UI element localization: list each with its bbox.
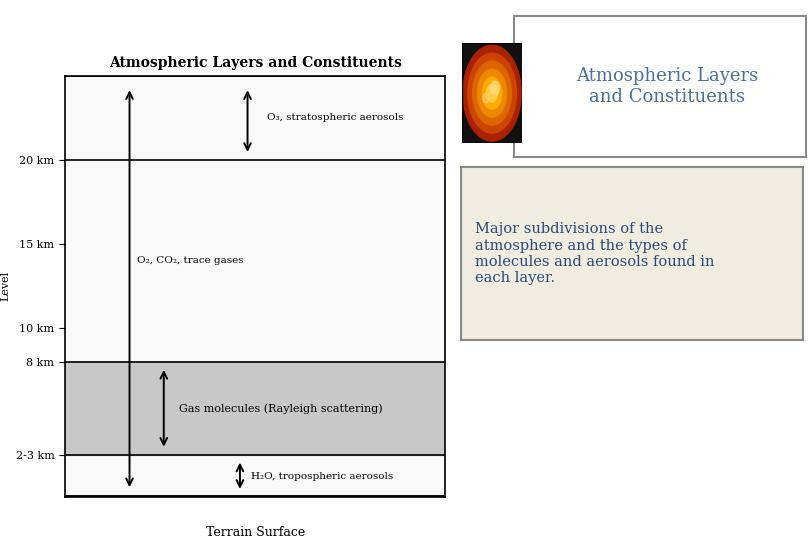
FancyBboxPatch shape — [514, 16, 807, 157]
Circle shape — [463, 45, 521, 141]
FancyBboxPatch shape — [461, 167, 803, 340]
Circle shape — [477, 69, 506, 117]
Text: Gas molecules (Rayleigh scattering): Gas molecules (Rayleigh scattering) — [179, 403, 382, 414]
Text: O₂, CO₂, trace gases: O₂, CO₂, trace gases — [137, 256, 244, 266]
Text: Major subdivisions of the
atmosphere and the types of
molecules and aerosols fou: Major subdivisions of the atmosphere and… — [475, 222, 714, 285]
Text: Terrain Surface: Terrain Surface — [206, 526, 305, 539]
Bar — [65, 362, 446, 455]
Title: Atmospheric Layers and Constituents: Atmospheric Layers and Constituents — [109, 56, 402, 70]
Y-axis label: Altitude above Sea
Level: Altitude above Sea Level — [0, 233, 10, 339]
Text: Atmospheric Layers
and Constituents: Atmospheric Layers and Constituents — [577, 67, 758, 106]
Circle shape — [468, 53, 516, 133]
Text: O₃, stratospheric aerosols: O₃, stratospheric aerosols — [266, 113, 403, 122]
Circle shape — [491, 81, 499, 95]
Circle shape — [472, 61, 512, 125]
Circle shape — [482, 77, 501, 109]
Circle shape — [483, 93, 489, 103]
Circle shape — [487, 84, 497, 102]
Text: H₂O, tropospheric aerosols: H₂O, tropospheric aerosols — [251, 472, 394, 481]
